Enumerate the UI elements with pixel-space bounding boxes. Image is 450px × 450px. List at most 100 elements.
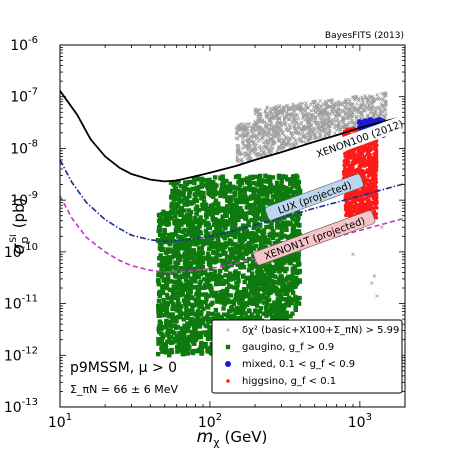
data-point (189, 329, 195, 335)
data-point (157, 246, 163, 251)
data-point (300, 131, 305, 136)
data-point (290, 311, 295, 316)
data-point (267, 286, 273, 292)
data-point (277, 277, 282, 282)
data-point (312, 99, 316, 104)
data-point (316, 102, 320, 106)
data-point (205, 318, 210, 323)
data-point (288, 178, 293, 184)
data-point (255, 174, 260, 179)
data-point (357, 151, 362, 156)
data-point (270, 111, 274, 116)
data-point (210, 202, 216, 208)
data-point (277, 291, 282, 296)
data-point (372, 202, 377, 206)
data-point (293, 304, 298, 309)
data-point (323, 103, 327, 107)
data-point (372, 165, 377, 170)
data-point (239, 187, 244, 193)
data-point (367, 168, 372, 172)
data-point (326, 114, 330, 119)
data-point (176, 269, 182, 274)
data-point (201, 300, 207, 305)
data-point (174, 333, 180, 339)
data-point (298, 136, 302, 140)
data-point (212, 240, 217, 246)
data-point (271, 129, 276, 133)
data-point (279, 123, 284, 127)
data-point (256, 287, 261, 292)
data-point (281, 130, 285, 134)
data-point (158, 309, 164, 314)
data-point (216, 228, 221, 234)
data-point (366, 107, 371, 112)
data-point (166, 211, 172, 216)
data-point (353, 169, 358, 174)
data-point (303, 108, 308, 113)
data-point (197, 282, 202, 287)
data-point (248, 187, 254, 193)
data-point (224, 290, 229, 296)
data-point (181, 253, 187, 259)
data-point (264, 299, 270, 304)
data-point (249, 138, 254, 143)
x-axis-title: mχ (GeV) (197, 427, 268, 449)
data-point (260, 119, 265, 123)
data-point (218, 242, 224, 247)
data-point (249, 266, 255, 271)
data-point (194, 211, 200, 216)
data-point (221, 220, 226, 225)
data-point (163, 236, 168, 241)
data-point (350, 163, 354, 168)
data-point (254, 282, 260, 287)
data-point (210, 217, 215, 222)
data-point (186, 208, 192, 213)
data-point (156, 218, 162, 224)
data-point (233, 250, 239, 255)
data-point (367, 102, 371, 107)
data-point (275, 125, 279, 130)
data-point (160, 260, 165, 265)
data-point (224, 178, 229, 184)
data-point (206, 261, 212, 267)
data-point (277, 288, 283, 293)
data-point (272, 279, 277, 284)
data-point (207, 316, 213, 322)
data-point (347, 120, 351, 125)
data-point (172, 187, 178, 192)
data-point (365, 100, 370, 105)
data-point (237, 178, 243, 183)
data-point (273, 274, 278, 279)
data-point (361, 146, 365, 150)
data-point (174, 292, 179, 298)
data-point (279, 307, 285, 312)
data-point (311, 113, 315, 117)
data-point (242, 144, 247, 149)
data-point (274, 113, 278, 118)
data-point (222, 300, 228, 306)
data-point (190, 252, 195, 257)
data-point (215, 294, 221, 299)
data-point (266, 151, 271, 156)
data-point (350, 200, 355, 204)
data-point (192, 192, 197, 197)
data-point (368, 100, 373, 104)
data-point (219, 295, 225, 300)
data-point (185, 282, 190, 288)
data-point (228, 185, 234, 191)
data-point (255, 152, 259, 157)
data-point (290, 290, 296, 296)
data-point (257, 118, 261, 123)
data-point (349, 121, 354, 125)
data-point (283, 174, 289, 180)
data-point (336, 126, 341, 131)
data-point (156, 341, 161, 346)
data-point (354, 102, 359, 106)
data-point (283, 277, 288, 283)
data-point (278, 225, 284, 230)
data-point (276, 281, 281, 286)
data-point (314, 110, 318, 115)
data-point (260, 213, 266, 218)
data-point (327, 126, 331, 131)
data-point (175, 285, 180, 291)
